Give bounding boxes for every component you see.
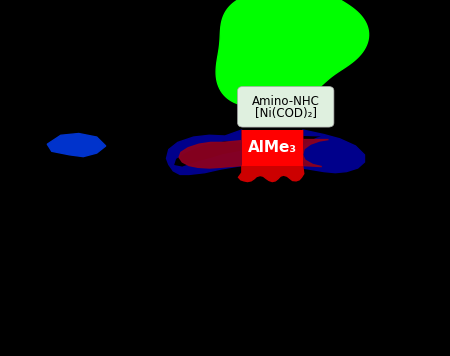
Polygon shape xyxy=(238,166,304,182)
Text: [Ni(COD)₂]: [Ni(COD)₂] xyxy=(255,108,317,120)
Bar xyxy=(242,130,302,166)
Polygon shape xyxy=(299,130,364,173)
Text: AlMe₃: AlMe₃ xyxy=(248,140,297,155)
Polygon shape xyxy=(302,130,328,167)
Polygon shape xyxy=(47,134,106,157)
Text: Amino-NHC: Amino-NHC xyxy=(252,95,320,108)
Polygon shape xyxy=(216,0,369,106)
Polygon shape xyxy=(179,130,242,168)
Polygon shape xyxy=(166,130,242,174)
FancyBboxPatch shape xyxy=(238,87,334,127)
